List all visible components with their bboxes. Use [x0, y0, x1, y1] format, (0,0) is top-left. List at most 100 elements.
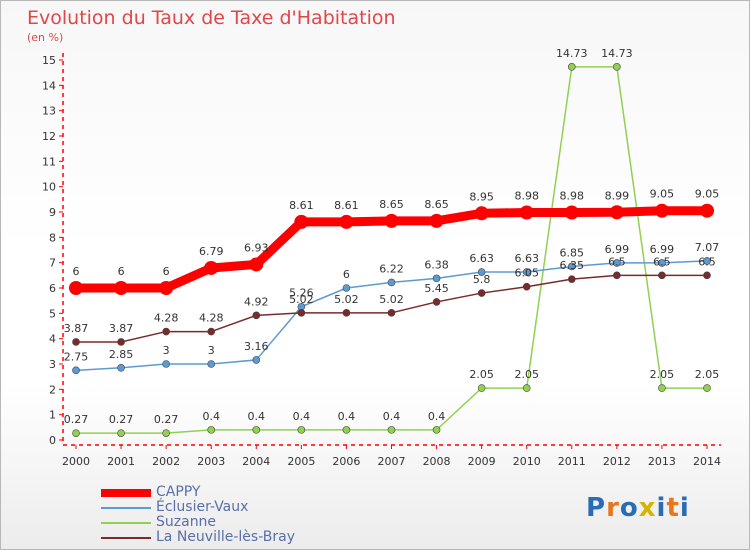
data-label: 0.27 [64, 413, 89, 426]
y-tick-label: 1 [49, 409, 56, 422]
x-tick-label: 2003 [197, 455, 225, 468]
data-point [297, 309, 306, 317]
data-label: 3 [163, 344, 170, 357]
y-tick-label: 2 [49, 383, 56, 396]
x-tick-label: 2004 [242, 455, 270, 468]
data-label: 5.02 [289, 293, 314, 306]
data-point [387, 278, 396, 287]
x-tick-label: 2012 [603, 455, 631, 468]
data-label: 9.05 [650, 188, 675, 201]
data-label: 8.61 [289, 199, 314, 212]
data-point [519, 205, 534, 220]
data-label: 5.45 [424, 282, 449, 295]
data-label: 6.5 [653, 255, 671, 268]
data-point [429, 213, 444, 228]
data-point [609, 205, 624, 220]
data-label: 6 [73, 265, 80, 278]
y-tick-label: 4 [49, 333, 56, 346]
y-tick-label: 12 [42, 130, 56, 143]
logo-letter: i [656, 493, 667, 523]
data-label: 0.4 [428, 410, 446, 423]
data-label: 4.28 [154, 312, 179, 325]
data-point [252, 426, 261, 434]
x-tick-label: 2006 [332, 455, 360, 468]
data-label: 0.4 [338, 410, 356, 423]
x-tick-label: 2005 [287, 455, 315, 468]
data-point [522, 384, 531, 392]
data-label: 6.99 [650, 243, 675, 256]
data-label: 0.4 [248, 410, 266, 423]
data-point [117, 338, 125, 346]
y-tick-label: 14 [42, 79, 56, 92]
x-tick-label: 2002 [152, 455, 180, 468]
data-label: 6.63 [514, 252, 539, 265]
legend-label: La Neuville-lès-Bray [156, 529, 295, 545]
data-point [162, 360, 170, 368]
data-point [432, 426, 441, 434]
data-label: 3.87 [109, 322, 134, 335]
data-point [297, 426, 306, 434]
data-point [72, 366, 80, 375]
data-label: 5.8 [473, 273, 491, 286]
data-label: 6 [118, 265, 125, 278]
x-tick-label: 2007 [378, 455, 406, 468]
data-label: 0.27 [109, 413, 134, 426]
x-tick-label: 2009 [468, 455, 496, 468]
y-tick-label: 0 [49, 434, 56, 447]
data-label: 2.75 [64, 350, 89, 363]
data-point [387, 426, 396, 434]
data-point [117, 429, 125, 437]
data-point [159, 281, 174, 295]
data-point [700, 203, 714, 218]
data-point [522, 282, 531, 291]
legend-swatch [101, 489, 151, 497]
logo-letter: r [606, 493, 620, 523]
data-point [72, 338, 80, 346]
data-point [252, 356, 261, 364]
data-point [477, 268, 486, 276]
data-point [207, 426, 216, 434]
y-tick-label: 13 [42, 105, 56, 118]
y-tick-label: 6 [49, 282, 56, 295]
data-point [522, 268, 531, 276]
data-point [654, 203, 669, 218]
data-point [658, 259, 666, 267]
data-point [342, 284, 351, 292]
data-label: 6.63 [469, 252, 494, 265]
data-point [567, 63, 576, 71]
data-label: 6 [163, 265, 170, 278]
data-label: 6 [343, 268, 350, 281]
data-label: 5.02 [334, 293, 359, 306]
legend-label: CAPPY [156, 484, 201, 500]
data-label: 2.05 [650, 368, 675, 381]
data-point [162, 429, 170, 437]
data-label: 6.35 [560, 259, 585, 272]
data-label: 6.99 [605, 243, 630, 256]
x-tick-label: 2010 [513, 455, 541, 468]
x-tick-label: 2014 [693, 455, 721, 468]
data-point [613, 271, 621, 280]
x-tick-label: 2008 [423, 455, 451, 468]
data-point [117, 363, 125, 372]
data-point [477, 289, 486, 297]
data-point [339, 214, 354, 229]
data-point [114, 281, 129, 295]
x-tick-label: 2000 [62, 455, 90, 468]
data-point [252, 311, 261, 320]
y-tick-label: 7 [49, 257, 56, 270]
data-label: 5.26 [289, 287, 314, 300]
data-label: 2.05 [514, 368, 539, 381]
data-point [474, 206, 489, 221]
data-label: 5.02 [379, 293, 404, 306]
data-label: 8.61 [334, 199, 359, 212]
y-tick-label: 10 [42, 181, 56, 194]
data-point [342, 426, 351, 434]
data-label: 6.05 [514, 267, 539, 280]
data-point [703, 384, 711, 392]
y-tick-label: 9 [49, 206, 56, 219]
data-label: 9.05 [695, 188, 720, 201]
data-label: 2.05 [469, 368, 494, 381]
data-point [249, 257, 264, 272]
